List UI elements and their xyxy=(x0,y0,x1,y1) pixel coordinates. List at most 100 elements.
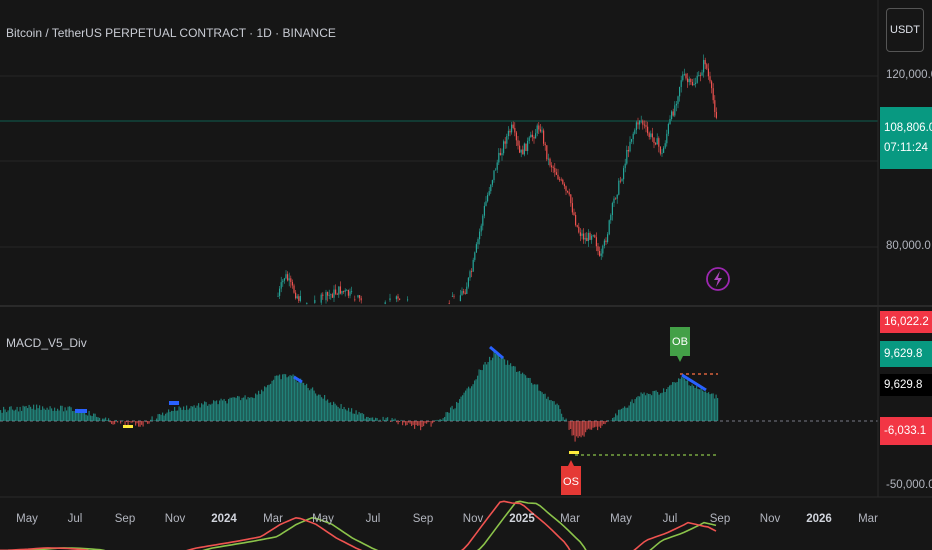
ob-callout xyxy=(670,327,690,362)
histogram-bar xyxy=(451,405,453,421)
histogram-bar xyxy=(132,421,134,423)
histogram-bar xyxy=(223,398,225,421)
histogram-bar xyxy=(307,387,309,421)
candle-body xyxy=(472,259,474,272)
histogram-bar xyxy=(483,364,485,421)
histogram-bar xyxy=(405,421,407,426)
lightning-icon[interactable] xyxy=(706,267,730,291)
candle-body xyxy=(338,286,340,295)
histogram-bar xyxy=(159,413,161,421)
histogram-bar xyxy=(156,418,158,421)
candle-body xyxy=(592,235,594,236)
symbol-title[interactable]: Bitcoin / TetherUS PERPETUAL CONTRACT · … xyxy=(6,26,336,40)
histogram-bar xyxy=(154,420,156,421)
histogram-bar xyxy=(52,410,54,421)
candle-body xyxy=(688,79,690,83)
histogram-bar xyxy=(514,366,516,421)
candle-body xyxy=(359,295,361,299)
candle-body xyxy=(669,118,671,125)
candle-body xyxy=(467,277,469,287)
histogram-bar xyxy=(541,392,543,421)
histogram-bar xyxy=(538,390,540,421)
histogram-bar xyxy=(294,375,296,421)
candle-body xyxy=(509,130,511,133)
pane-separator[interactable] xyxy=(0,305,932,307)
time-tick: Nov xyxy=(164,513,186,525)
candle-body xyxy=(602,245,604,254)
histogram-bar xyxy=(367,416,369,421)
histogram-bar xyxy=(661,392,663,421)
histogram-bar xyxy=(612,418,614,421)
histogram-bar xyxy=(691,384,693,421)
indicator-title[interactable]: MACD_V5_Div xyxy=(6,336,87,350)
candle-body xyxy=(715,111,717,118)
histogram-bar xyxy=(585,421,587,433)
histogram-bar xyxy=(141,421,143,425)
candle-body xyxy=(559,179,561,181)
histogram-bar xyxy=(31,408,33,421)
candle-body xyxy=(680,80,682,88)
candle-body xyxy=(501,153,503,156)
candle-body xyxy=(287,274,289,281)
histogram-bar xyxy=(300,378,302,421)
histogram-bar xyxy=(234,397,236,421)
histogram-bar xyxy=(598,421,600,427)
histogram-bar xyxy=(517,371,519,421)
histogram-bar xyxy=(25,406,27,421)
candle-body xyxy=(288,278,290,281)
histogram-bar xyxy=(615,413,617,421)
histogram-bar xyxy=(250,397,252,421)
candle-body xyxy=(706,64,708,69)
candle-body xyxy=(399,298,401,300)
histogram-bar xyxy=(285,374,287,421)
histogram-bar xyxy=(193,405,195,421)
histogram-bar xyxy=(217,404,219,421)
histogram-bar xyxy=(336,405,338,421)
histogram-bar xyxy=(97,417,99,421)
candle-body xyxy=(407,299,409,301)
candle-body xyxy=(461,291,463,296)
candle-body xyxy=(600,253,602,256)
histogram-bar xyxy=(22,405,24,421)
histogram-bar xyxy=(267,385,269,421)
histogram-bar xyxy=(211,403,213,421)
candle-body xyxy=(459,295,461,302)
histogram-bar xyxy=(583,421,585,437)
histogram-bar xyxy=(279,374,281,421)
histogram-bar xyxy=(24,406,26,421)
candle-body xyxy=(603,240,605,246)
histogram-bar xyxy=(276,375,278,421)
histogram-bar xyxy=(457,402,459,421)
histogram-bar xyxy=(586,421,588,430)
histogram-bar xyxy=(556,403,558,421)
histogram-bar xyxy=(222,400,224,421)
candle-body xyxy=(285,274,287,279)
histogram-bar xyxy=(174,406,176,421)
candle-body xyxy=(583,233,585,240)
histogram-bar xyxy=(352,413,354,421)
candle-body xyxy=(498,152,500,163)
candle-body xyxy=(667,124,669,134)
histogram-bar xyxy=(214,401,216,421)
candle-body xyxy=(339,286,341,294)
histogram-bar xyxy=(579,421,581,437)
histogram-bar xyxy=(664,392,666,421)
histogram-bar xyxy=(375,417,377,421)
candle-body xyxy=(578,226,580,233)
histogram-bar xyxy=(687,380,689,421)
candle-body xyxy=(623,168,625,180)
currency-button[interactable]: USDT xyxy=(886,8,924,52)
histogram-bar xyxy=(574,421,576,442)
histogram-bar xyxy=(165,413,167,421)
candle-body xyxy=(328,294,330,296)
histogram-bar xyxy=(445,412,447,421)
histogram-bar xyxy=(163,415,165,421)
time-axis[interactable]: May Jul Sep Nov 2024 Mar May Jul Sep Nov 2025 Mar Ma… xyxy=(0,513,878,533)
candle-body xyxy=(469,271,471,278)
histogram-value-tag: -6,033.1 xyxy=(880,417,932,445)
candle-body xyxy=(645,125,647,127)
candle-body xyxy=(330,294,332,296)
histogram-bar xyxy=(535,384,537,421)
histogram-bar xyxy=(706,393,708,421)
